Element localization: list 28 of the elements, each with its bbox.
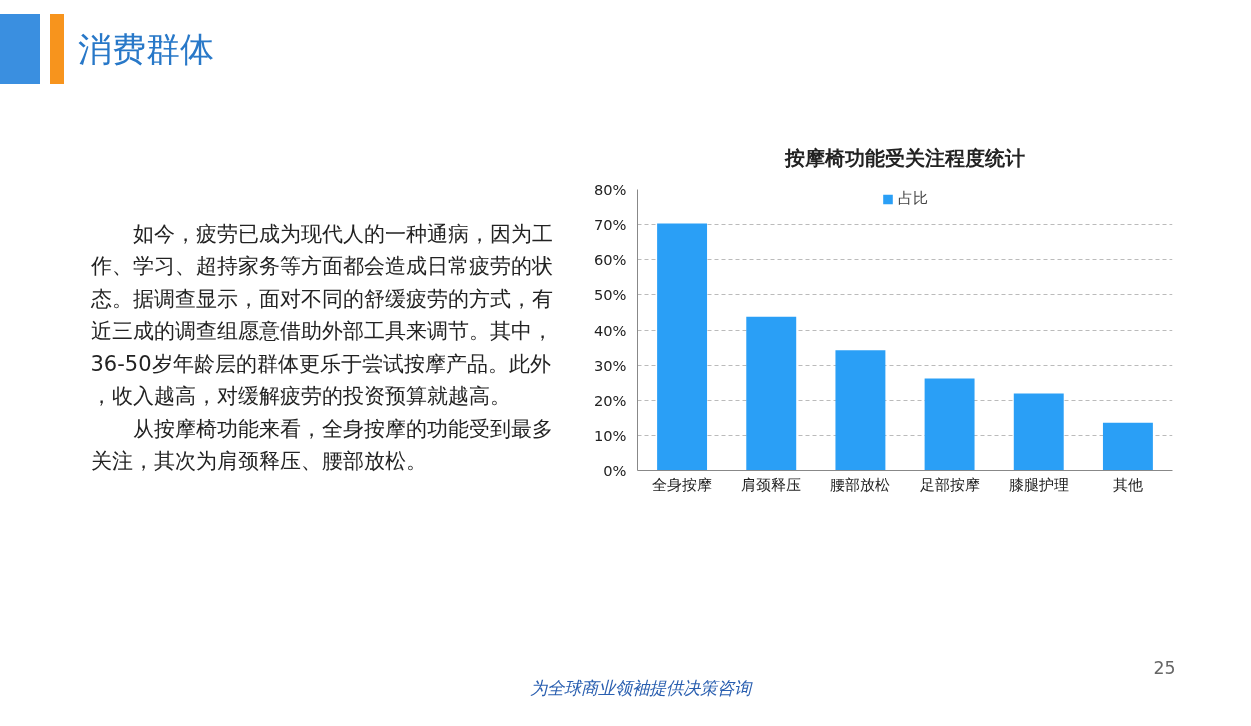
y-tick-label: 40%: [593, 321, 627, 339]
chart-title: 按摩椅功能受关注程度统计: [784, 145, 1025, 170]
text: 从按摩椅功能来看，全身按摩的功能受到最多关注，其次为肩颈释压、腰部放松。: [90, 416, 553, 474]
x-tick-label: 足部按摩: [919, 475, 980, 493]
text: 25: [1153, 657, 1176, 678]
bar: [1013, 393, 1064, 471]
y-tick-label: 10%: [593, 426, 627, 444]
y-tick-label: 50%: [593, 286, 627, 304]
y-tick-label: 0%: [603, 462, 627, 479]
text: 消费群体: [78, 27, 214, 71]
bar: [924, 378, 975, 471]
legend-label: 占比: [898, 189, 928, 208]
x-tick-label: 全身按摩: [652, 475, 713, 493]
y-tick-label: 80%: [593, 181, 627, 198]
text: 如今，疲劳已成为现代人的一种通病，因为工作、学习、超持家务等方面都会造成日常疲劳的状态。据调查显示，面对不同的舒缓疲劳的方式，有近三成的调查组愿意借助外部工具来调节。其中，36-50岁年龄层的群体更乐于尝试按摩产品。此外，收入越高，对缓解疲劳的投资预算就越高。: [89, 221, 553, 409]
x-tick-label: 其他: [1112, 475, 1143, 493]
text: 为全球商业领袖提供决策咨询: [530, 677, 753, 698]
bar: [746, 316, 797, 471]
y-tick-label: 70%: [593, 216, 627, 234]
y-tick-label: 20%: [593, 391, 627, 409]
x-tick-label: 肩颈释压: [741, 475, 802, 493]
x-tick-label: 膝腿护理: [1008, 475, 1069, 493]
y-tick-label: 30%: [593, 356, 627, 374]
y-tick-label: 60%: [593, 251, 627, 269]
bar: [1102, 422, 1153, 471]
bar: [835, 350, 886, 471]
x-tick-label: 腰部放松: [830, 475, 891, 493]
bar: [657, 223, 708, 471]
